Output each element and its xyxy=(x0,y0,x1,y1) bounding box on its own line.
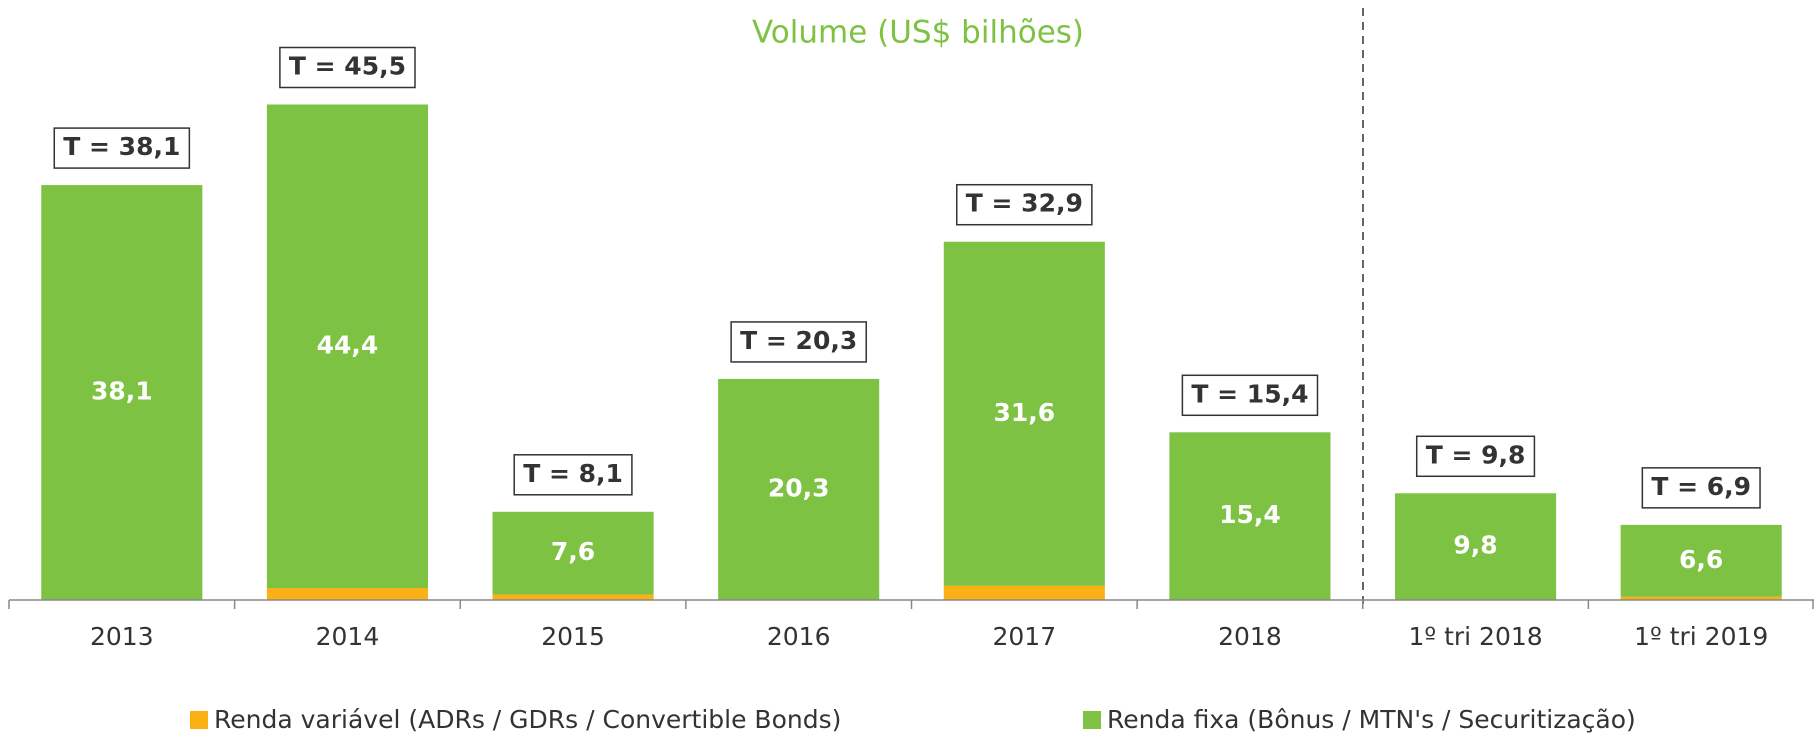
total-box xyxy=(53,127,191,169)
x-tick-label: 2015 xyxy=(541,622,605,651)
data-label: 20,3 xyxy=(768,473,830,502)
bar-segment xyxy=(266,588,428,600)
total-label: T = 45,5 xyxy=(289,52,406,81)
bar-segment xyxy=(943,241,1105,586)
x-tick-label: 2017 xyxy=(993,622,1057,651)
x-tick-label: 1º tri 2018 xyxy=(1408,622,1542,651)
bar-segment xyxy=(718,378,880,600)
data-label: 9,8 xyxy=(1453,531,1497,560)
total-label: T = 9,8 xyxy=(1426,440,1526,469)
x-tick-label: 2018 xyxy=(1218,622,1282,651)
total-box xyxy=(1415,435,1536,478)
data-label: 7,6 xyxy=(551,537,595,566)
total-label: T = 8,1 xyxy=(523,459,623,488)
data-label: 38,1 xyxy=(91,377,153,406)
total-label: T = 15,4 xyxy=(1191,379,1308,408)
bar-segment xyxy=(1620,596,1782,600)
legend-label: Renda variável (ADRs / GDRs / Convertibl… xyxy=(214,705,841,734)
x-tick-label: 2014 xyxy=(316,622,380,651)
bar-segment xyxy=(492,594,654,600)
x-tick-label: 2013 xyxy=(90,622,154,651)
total-box xyxy=(730,321,867,363)
total-box xyxy=(513,454,633,496)
bar-segment xyxy=(1169,432,1331,600)
data-label: 44,4 xyxy=(317,330,379,359)
total-label: T = 6,9 xyxy=(1651,472,1751,501)
data-label: 31,6 xyxy=(993,398,1055,427)
legend-swatch xyxy=(1083,711,1101,729)
legend-label: Renda fixa (Bônus / MTN's / Securitizaçã… xyxy=(1107,705,1636,734)
total-box xyxy=(279,46,416,89)
data-label: 15,4 xyxy=(1219,500,1281,529)
total-label: T = 38,1 xyxy=(63,132,180,161)
data-label: 6,6 xyxy=(1679,545,1723,574)
total-label: T = 20,3 xyxy=(740,326,857,355)
legend-swatch xyxy=(190,711,208,729)
bar-segment xyxy=(1395,493,1557,600)
bar-segment xyxy=(266,104,428,589)
total-box xyxy=(1641,467,1761,509)
x-tick-label: 1º tri 2019 xyxy=(1634,622,1768,651)
bar-segment xyxy=(492,511,654,595)
chart-subtitle: Volume (US$ bilhões) xyxy=(752,15,1084,51)
total-box xyxy=(956,183,1093,226)
bar-segment xyxy=(41,185,203,600)
bar-segment xyxy=(1620,524,1782,597)
x-tick-label: 2016 xyxy=(767,622,831,651)
total-box xyxy=(1181,374,1319,417)
bar-segment xyxy=(943,585,1105,600)
total-label: T = 32,9 xyxy=(966,189,1083,218)
